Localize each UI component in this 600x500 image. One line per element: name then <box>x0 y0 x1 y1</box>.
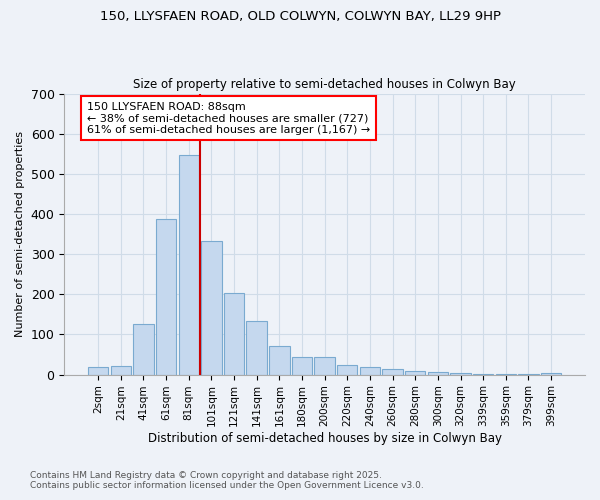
X-axis label: Distribution of semi-detached houses by size in Colwyn Bay: Distribution of semi-detached houses by … <box>148 432 502 445</box>
Bar <box>247 321 267 374</box>
Bar <box>224 293 244 374</box>
Bar <box>110 366 131 374</box>
Bar <box>133 324 154 374</box>
Bar <box>201 241 221 374</box>
Bar <box>292 357 312 374</box>
Bar <box>179 154 199 374</box>
Y-axis label: Number of semi-detached properties: Number of semi-detached properties <box>15 131 25 337</box>
Bar <box>428 372 448 374</box>
Title: Size of property relative to semi-detached houses in Colwyn Bay: Size of property relative to semi-detach… <box>133 78 516 91</box>
Bar <box>337 364 358 374</box>
Bar <box>314 357 335 374</box>
Text: Contains HM Land Registry data © Crown copyright and database right 2025.
Contai: Contains HM Land Registry data © Crown c… <box>30 470 424 490</box>
Bar <box>88 368 109 374</box>
Bar <box>382 370 403 374</box>
Text: 150 LLYSFAEN ROAD: 88sqm
← 38% of semi-detached houses are smaller (727)
61% of : 150 LLYSFAEN ROAD: 88sqm ← 38% of semi-d… <box>87 102 370 135</box>
Text: 150, LLYSFAEN ROAD, OLD COLWYN, COLWYN BAY, LL29 9HP: 150, LLYSFAEN ROAD, OLD COLWYN, COLWYN B… <box>100 10 500 23</box>
Bar <box>360 366 380 374</box>
Bar <box>269 346 290 374</box>
Bar <box>405 372 425 374</box>
Bar <box>156 219 176 374</box>
Bar <box>541 372 562 374</box>
